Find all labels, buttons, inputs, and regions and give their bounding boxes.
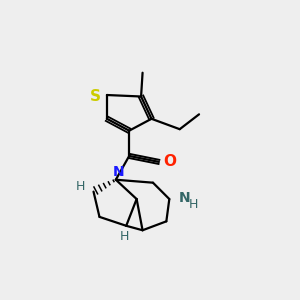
Text: S: S (90, 89, 101, 104)
Text: H: H (120, 230, 129, 243)
Text: N: N (112, 165, 124, 179)
Text: H: H (76, 180, 85, 193)
Text: O: O (164, 154, 177, 169)
Text: H: H (188, 198, 198, 211)
Text: N: N (178, 190, 190, 205)
